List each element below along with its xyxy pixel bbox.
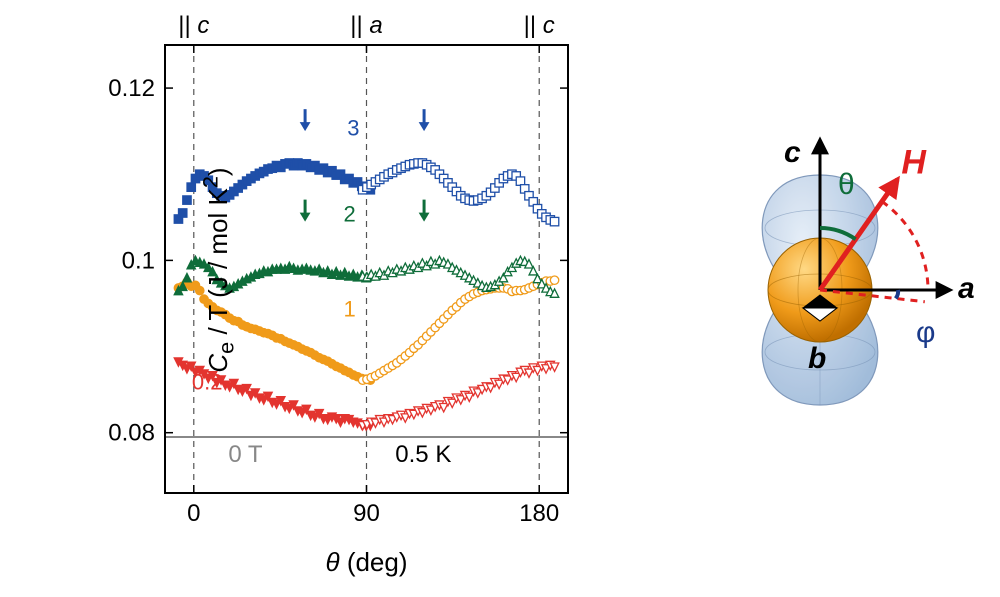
y-axis-label: Ce / T (J / mol K2) [197,80,239,460]
svg-text:a: a [958,272,975,305]
svg-text:90: 90 [353,500,380,527]
svg-text:b: b [808,342,826,375]
figure-root: 0901800.080.10.12|| c|| a|| c0 T0.5 K0.2… [0,0,1000,597]
svg-text:0.12: 0.12 [108,75,155,102]
svg-text:0.1: 0.1 [122,247,155,274]
svg-text:|| c: || c [178,12,209,39]
svg-text:θ: θ [838,168,855,201]
svg-text:φ: φ [916,316,935,349]
svg-text:0: 0 [187,500,200,527]
svg-text:|| c: || c [524,12,555,39]
svg-text:3: 3 [347,115,359,140]
svg-text:1: 1 [343,296,355,321]
svg-text:2: 2 [343,202,355,227]
y-axis-label-text: Ce / T (J / mol K2) [203,167,233,372]
x-axis-label-text: θ (deg) [325,547,407,577]
svg-text:H: H [901,143,927,181]
svg-text:0.5 K: 0.5 K [395,441,451,468]
svg-text:0.08: 0.08 [108,420,155,447]
svg-text:c: c [784,136,801,169]
x-axis-label: θ (deg) [165,547,568,578]
svg-text:|| a: || a [350,12,383,39]
svg-text:180: 180 [519,500,559,527]
geometry-diagram: c a b Hθ φ [670,90,990,450]
